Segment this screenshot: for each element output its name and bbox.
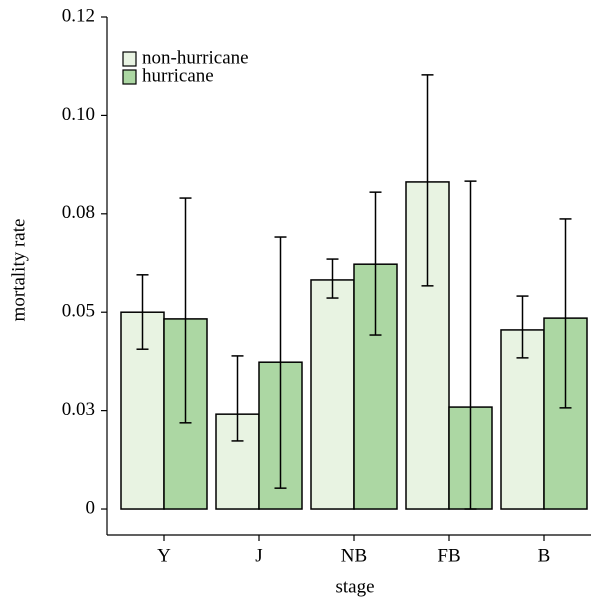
- error-bar: [464, 180, 477, 510]
- y-tick-label: 0: [86, 497, 96, 518]
- error-bar: [136, 274, 149, 350]
- legend-label: hurricane: [142, 65, 214, 86]
- error-bar: [369, 191, 382, 336]
- y-tick-label: 0.08: [62, 202, 95, 223]
- y-tick-label: 0.12: [62, 5, 95, 26]
- x-tick-label: J: [255, 545, 262, 566]
- error-bar: [231, 355, 244, 442]
- x-tick-label: B: [538, 545, 551, 566]
- bar: [215, 413, 260, 510]
- y-axis-label: mortality rate: [8, 219, 29, 322]
- error-bar: [274, 236, 287, 489]
- legend-label: non-hurricane: [142, 47, 249, 68]
- legend-swatch: [122, 51, 137, 67]
- legend-swatch: [122, 69, 137, 85]
- bar: [310, 279, 355, 510]
- y-tick-label: 0.05: [62, 301, 95, 322]
- x-tick-label: Y: [157, 545, 171, 566]
- error-bar: [516, 295, 529, 359]
- x-tick-label: FB: [437, 545, 460, 566]
- error-bar: [421, 74, 434, 287]
- y-tick-label: 0.10: [62, 104, 95, 125]
- y-tick-label: 0.03: [62, 399, 95, 420]
- error-bar: [179, 197, 192, 424]
- x-tick-label: NB: [341, 545, 367, 566]
- error-bar: [326, 258, 339, 299]
- x-axis-label: stage: [335, 576, 374, 597]
- error-bar: [559, 218, 572, 409]
